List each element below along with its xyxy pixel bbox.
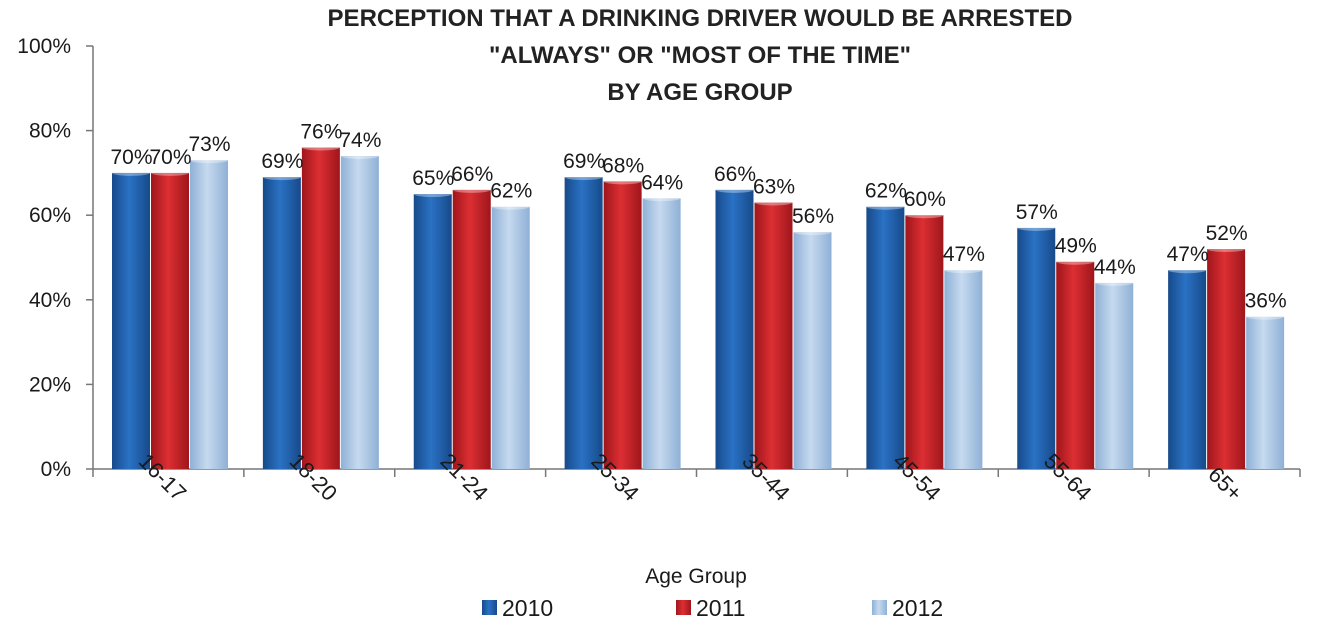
data-label-2012-25-34: 64% xyxy=(641,171,683,194)
data-label-2010-65+: 47% xyxy=(1167,243,1209,266)
bar-2011-55-64 xyxy=(1056,261,1095,469)
y-tick-label: 100% xyxy=(17,35,71,58)
bar-2010-55-64 xyxy=(1017,227,1056,469)
bar-2011-21-24 xyxy=(452,189,491,469)
legend-swatch xyxy=(676,600,691,615)
data-label-2011-21-24: 66% xyxy=(451,163,493,186)
bars xyxy=(112,144,1285,470)
data-label-2012-35-44: 56% xyxy=(792,205,834,228)
data-label-2011-25-34: 68% xyxy=(602,154,644,177)
bar-2011-35-44 xyxy=(754,202,793,469)
y-axis: 0% 20% 40% 60% 80% 100% xyxy=(17,35,94,481)
bar-top-2011-35-44 xyxy=(754,199,793,206)
data-label-2010-35-44: 66% xyxy=(714,163,756,186)
data-label-2010-55-64: 57% xyxy=(1016,201,1058,224)
data-label-2010-45-54: 62% xyxy=(865,180,907,203)
data-label-2011-65+: 52% xyxy=(1206,222,1248,245)
y-tick-label: 0% xyxy=(41,458,71,481)
bar-2012-16-17 xyxy=(190,160,228,469)
legend-item-2010: 2010 xyxy=(482,595,553,619)
data-label-2012-16-17: 73% xyxy=(188,133,230,156)
bar-top-2012-21-24 xyxy=(491,203,530,210)
data-label-2011-35-44: 63% xyxy=(753,176,795,199)
data-label-2011-18-20: 76% xyxy=(300,121,342,144)
bar-2011-18-20 xyxy=(301,147,340,469)
legend-swatch xyxy=(872,600,887,615)
data-label-2012-55-64: 44% xyxy=(1094,256,1136,279)
x-axis xyxy=(92,468,1301,477)
bar-2012-25-34 xyxy=(642,198,681,469)
bar-2010-45-54 xyxy=(866,206,905,470)
bar-2010-65+ xyxy=(1168,270,1207,469)
bar-2010-35-44 xyxy=(715,189,754,469)
legend: 2010 2011 2012 xyxy=(482,595,943,619)
legend-label: 2011 xyxy=(696,595,745,619)
data-label-2012-18-20: 74% xyxy=(339,129,381,152)
bar-top-2010-25-34 xyxy=(564,174,603,181)
bar-2012-21-24 xyxy=(491,206,530,470)
bar-top-2010-16-17 xyxy=(112,169,150,176)
bar-2011-16-17 xyxy=(151,172,189,469)
y-tick-label: 20% xyxy=(29,373,71,396)
bar-top-2011-21-24 xyxy=(452,186,491,193)
bar-2011-25-34 xyxy=(603,181,642,470)
legend-label: 2012 xyxy=(892,595,943,619)
x-axis-title: Age Group xyxy=(645,565,747,588)
legend-label: 2010 xyxy=(502,595,553,619)
legend-swatch xyxy=(482,600,497,615)
bar-2011-65+ xyxy=(1207,249,1246,469)
chart-title-line-2: "ALWAYS" OR "MOST OF THE TIME" xyxy=(489,42,911,69)
chart-title: PERCEPTION THAT A DRINKING DRIVER WOULD … xyxy=(328,5,1073,106)
data-label-2010-25-34: 69% xyxy=(563,150,605,173)
bar-top-2010-65+ xyxy=(1168,267,1207,274)
data-labels: 70%70%73%69%76%74%65%66%62%69%68%64% 66%6… xyxy=(110,121,1286,313)
legend-item-2011: 2011 xyxy=(676,595,745,619)
data-label-2011-45-54: 60% xyxy=(904,188,946,211)
bar-2011-45-54 xyxy=(905,215,944,469)
chart-title-line-1: PERCEPTION THAT A DRINKING DRIVER WOULD … xyxy=(328,5,1073,32)
bar-2012-35-44 xyxy=(793,232,832,469)
bar-top-2012-55-64 xyxy=(1095,279,1134,286)
bar-top-2011-55-64 xyxy=(1056,258,1095,265)
bar-top-2012-35-44 xyxy=(793,229,832,236)
bar-top-2012-16-17 xyxy=(190,157,228,164)
bar-top-2010-55-64 xyxy=(1017,224,1056,231)
bar-top-2010-35-44 xyxy=(715,186,754,193)
bar-top-2012-65+ xyxy=(1246,313,1285,320)
bar-top-2011-16-17 xyxy=(151,169,189,176)
bar-2010-25-34 xyxy=(564,177,603,469)
bar-top-2010-18-20 xyxy=(262,174,301,181)
bar-top-2011-18-20 xyxy=(301,144,340,151)
data-label-2011-55-64: 49% xyxy=(1055,235,1097,258)
bar-top-2011-45-54 xyxy=(905,212,944,219)
data-label-2010-21-24: 65% xyxy=(412,167,454,190)
bar-top-2011-65+ xyxy=(1207,246,1246,253)
data-label-2012-65+: 36% xyxy=(1245,290,1287,313)
bar-2010-18-20 xyxy=(262,177,301,469)
data-label-2011-16-17: 70% xyxy=(149,146,191,169)
y-tick-label: 40% xyxy=(29,289,71,312)
chart-title-line-3: BY AGE GROUP xyxy=(607,79,792,106)
bar-top-2011-25-34 xyxy=(603,178,642,185)
data-label-2010-16-17: 70% xyxy=(110,146,152,169)
bar-top-2012-45-54 xyxy=(944,267,983,274)
bar-2012-65+ xyxy=(1246,316,1285,469)
legend-item-2012: 2012 xyxy=(872,595,943,619)
bar-top-2012-25-34 xyxy=(642,195,681,202)
bar-top-2012-18-20 xyxy=(340,152,379,159)
bar-2010-21-24 xyxy=(413,194,452,470)
y-tick-label: 60% xyxy=(29,204,71,227)
bar-2012-55-64 xyxy=(1095,282,1134,469)
bar-top-2010-45-54 xyxy=(866,203,905,210)
bar-2012-45-54 xyxy=(944,270,983,469)
data-label-2012-21-24: 62% xyxy=(490,180,532,203)
y-tick-label: 80% xyxy=(29,120,71,143)
bar-2010-16-17 xyxy=(112,172,150,469)
bar-top-2010-21-24 xyxy=(413,191,452,198)
data-label-2012-45-54: 47% xyxy=(943,243,985,266)
data-label-2010-18-20: 69% xyxy=(261,150,303,173)
bar-2012-18-20 xyxy=(340,155,379,470)
